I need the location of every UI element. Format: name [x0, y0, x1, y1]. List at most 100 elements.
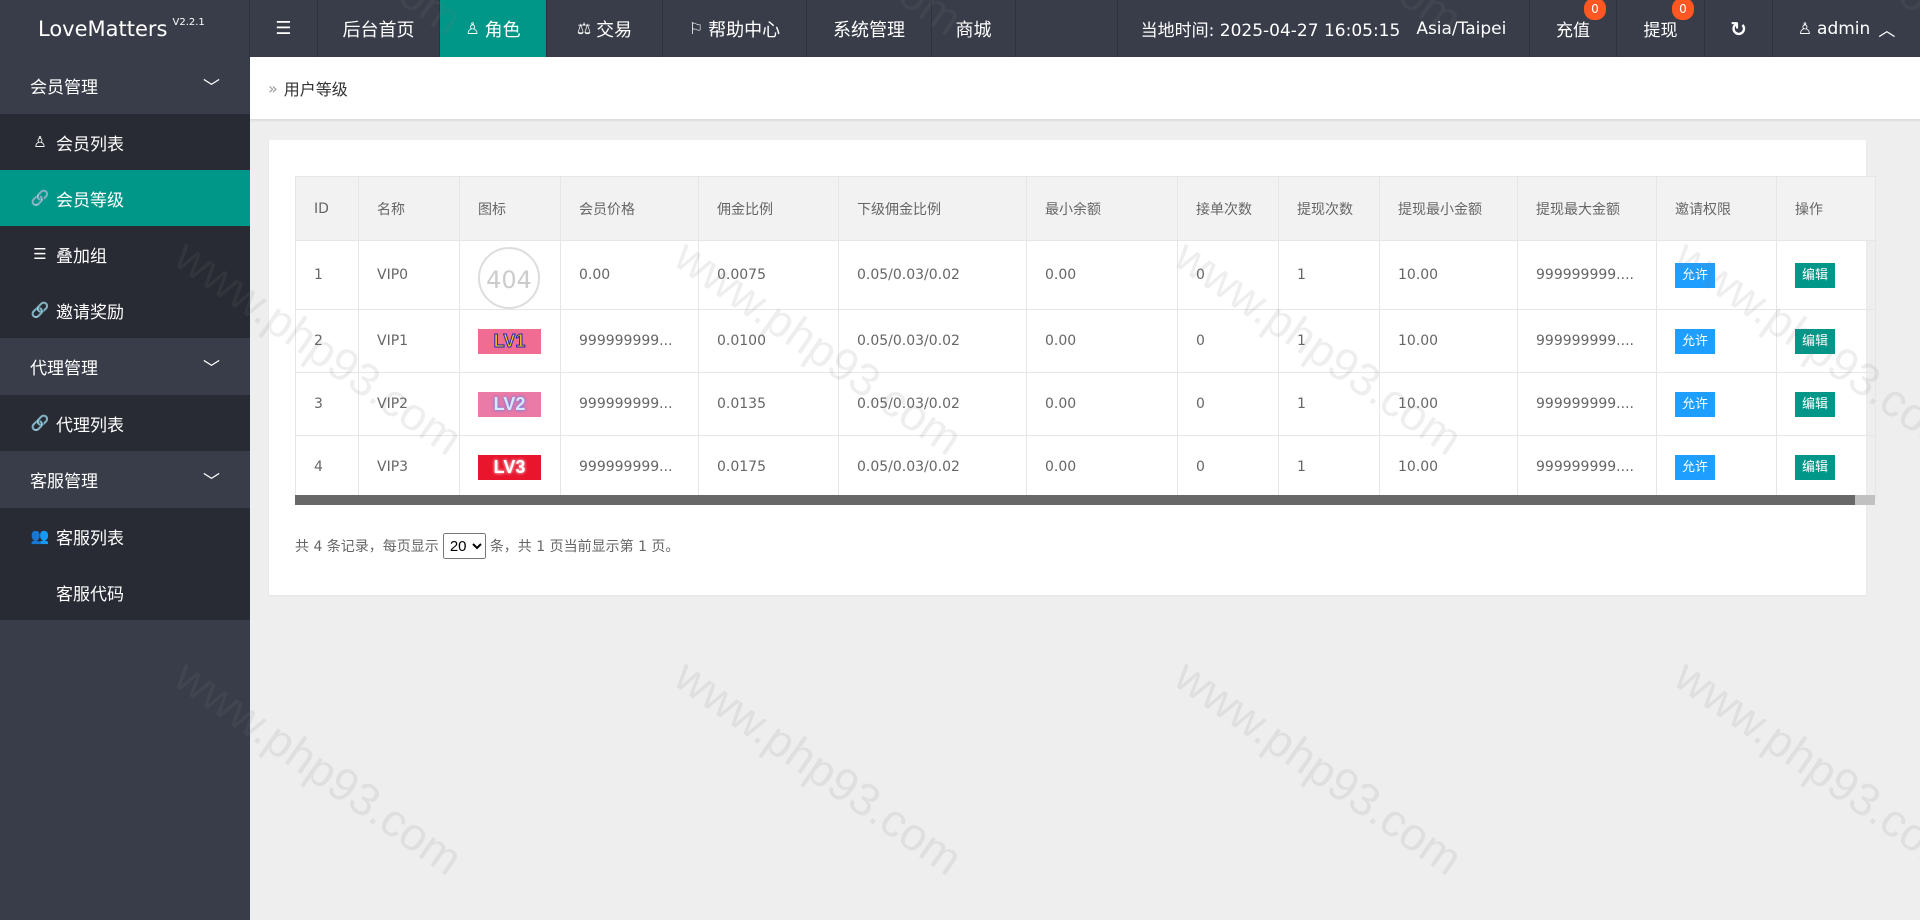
- column-header: 邀请权限: [1656, 176, 1777, 241]
- pagination: 共 4 条记录，每页显示 20 条，共 1 页当前显示第 1 页。: [295, 533, 679, 559]
- invite-allowed-badge[interactable]: 允许: [1675, 454, 1716, 480]
- cell-min_balance: 0.00: [1026, 372, 1178, 436]
- cell-price: 999999999...: [560, 309, 699, 373]
- local-time: 当地时间: 2025-04-27 16:05:15 Asia/Taipei: [1117, 0, 1530, 57]
- edit-button[interactable]: 编辑: [1795, 328, 1836, 354]
- invite-allowed-badge[interactable]: 允许: [1675, 262, 1716, 288]
- refresh-icon: ↻: [1730, 16, 1747, 41]
- cell-sub_rate: 0.05/0.03/0.02: [838, 240, 1027, 310]
- column-header: 提现最小金额: [1379, 176, 1518, 241]
- withdraw-button[interactable]: 提现 0: [1617, 0, 1705, 57]
- cell-orders: 0: [1177, 240, 1279, 310]
- watermark: www.php93.com: [1165, 648, 1472, 886]
- cell-orders: 0: [1177, 435, 1279, 499]
- cell-sub_rate: 0.05/0.03/0.02: [838, 372, 1027, 436]
- link-icon: 🔗: [30, 414, 50, 432]
- cell-withdraws: 1: [1278, 435, 1380, 499]
- edit-button[interactable]: 编辑: [1795, 454, 1836, 480]
- scrollbar-thumb[interactable]: [295, 495, 1855, 505]
- flag-icon: ⚐: [688, 19, 704, 38]
- cell-withdraws: 1: [1278, 372, 1380, 436]
- sidebar-item[interactable]: 🔗 代理列表: [0, 395, 250, 451]
- cell-withdraws: 1: [1278, 240, 1380, 310]
- level-icon-image: LV2: [478, 391, 541, 417]
- link-icon: 🔗: [30, 189, 50, 207]
- column-header: 会员价格: [560, 176, 699, 241]
- cell-wmax: 999999999....: [1517, 309, 1657, 373]
- menu-toggle-button[interactable]: ☰: [250, 0, 318, 57]
- column-header: 提现最大金额: [1517, 176, 1657, 241]
- user-icon: ♙: [465, 19, 480, 38]
- nav-tab-2[interactable]: ⚖ 交易: [547, 0, 663, 57]
- cell-id: 2: [295, 309, 359, 373]
- cell-withdraws: 1: [1278, 309, 1380, 373]
- recharge-button[interactable]: 充值 0: [1530, 0, 1617, 57]
- level-icon-image: LV1: [478, 328, 541, 354]
- level-table: ID 名称 图标 会员价格 佣金比例 下级佣金比例 最小余额 接单次数 提现次数 提现最小金额 提现…: [295, 176, 1876, 499]
- sidebar-group-0[interactable]: 会员管理 ﹀: [0, 57, 250, 114]
- sidebar-group-2[interactable]: 客服管理 ﹀: [0, 451, 250, 508]
- column-header: 最小余额: [1026, 176, 1178, 241]
- withdraw-badge: 0: [1672, 0, 1694, 20]
- invite-allowed-badge[interactable]: 允许: [1675, 391, 1716, 417]
- list-icon: ☰: [33, 245, 47, 263]
- column-header: 名称: [358, 176, 460, 241]
- table-row: 1 VIP0 404 0.00 0.0075 0.05/0.03/0.02 0.00 0 1 10…: [295, 240, 1876, 310]
- cell-orders: 0: [1177, 309, 1279, 373]
- edit-button[interactable]: 编辑: [1795, 262, 1836, 288]
- column-header: 下级佣金比例: [838, 176, 1027, 241]
- sidebar-item[interactable]: 客服代码: [0, 564, 250, 620]
- level-icon-image: LV3: [478, 454, 541, 480]
- user-icon: ♙: [33, 133, 47, 151]
- table-row: 2 VIP1 LV1 999999999... 0.0100 0.05/0.03/0.02…: [295, 309, 1876, 373]
- nav-tab-1[interactable]: ♙ 角色: [440, 0, 547, 57]
- cell-id: 4: [295, 435, 359, 499]
- edit-button[interactable]: 编辑: [1795, 391, 1836, 417]
- column-header: 提现次数: [1278, 176, 1380, 241]
- refresh-button[interactable]: ↻: [1705, 0, 1773, 57]
- user-icon: ♙: [1797, 19, 1813, 38]
- sidebar-item[interactable]: ☰ 叠加组: [0, 226, 250, 282]
- column-header: 佣金比例: [698, 176, 839, 241]
- nav-tab-0[interactable]: 后台首页: [318, 0, 440, 57]
- cell-sub_rate: 0.05/0.03/0.02: [838, 309, 1027, 373]
- horizontal-scrollbar[interactable]: [295, 495, 1875, 505]
- sidebar-group-1[interactable]: 代理管理 ﹀: [0, 338, 250, 395]
- sidebar-item[interactable]: ♙ 会员列表: [0, 114, 250, 170]
- page-size-select[interactable]: 20: [442, 533, 486, 559]
- column-header: 图标: [459, 176, 561, 241]
- sidebar-item[interactable]: 🔗 会员等级: [0, 170, 250, 226]
- user-menu[interactable]: ♙ admin ︿: [1773, 0, 1920, 57]
- nav-tab-3[interactable]: ⚐ 帮助中心: [663, 0, 807, 57]
- cell-wmax: 999999999....: [1517, 372, 1657, 436]
- cell-rate: 0.0100: [698, 309, 839, 373]
- cell-rate: 0.0135: [698, 372, 839, 436]
- scale-icon: ⚖: [576, 19, 592, 38]
- cell-price: 999999999...: [560, 372, 699, 436]
- link-icon: 🔗: [30, 301, 50, 319]
- sidebar-item[interactable]: 👥 客服列表: [0, 508, 250, 564]
- column-header: 操作: [1776, 176, 1876, 241]
- nav-tab-4[interactable]: 系统管理: [807, 0, 932, 57]
- cell-rate: 0.0075: [698, 240, 839, 310]
- watermark: www.php93.com: [1665, 648, 1920, 886]
- cell-orders: 0: [1177, 372, 1279, 436]
- nav-tab-5[interactable]: 商城: [932, 0, 1016, 57]
- sidebar: 会员管理 ﹀ ♙ 会员列表 🔗 会员等级 ☰ 叠加组 🔗 邀请奖励 代理管理 ﹀ 🔗 代理列表 客服管理 ﹀ 👥…: [0, 57, 250, 920]
- cell-wmax: 999999999....: [1517, 240, 1657, 310]
- cell-sub_rate: 0.05/0.03/0.02: [838, 435, 1027, 499]
- chevron-down-icon: ﹀: [203, 78, 220, 98]
- cell-name: VIP2: [358, 372, 460, 436]
- level-icon-image: 404: [478, 247, 540, 309]
- cell-price: 999999999...: [560, 435, 699, 499]
- chevron-up-icon: ︿: [1878, 21, 1896, 41]
- cell-id: 3: [295, 372, 359, 436]
- cell-name: VIP1: [358, 309, 460, 373]
- cell-name: VIP0: [358, 240, 460, 310]
- column-header: 接单次数: [1177, 176, 1279, 241]
- invite-allowed-badge[interactable]: 允许: [1675, 328, 1716, 354]
- version-label: V2.2.1: [172, 17, 205, 28]
- column-header: ID: [295, 176, 359, 241]
- sidebar-item[interactable]: 🔗 邀请奖励: [0, 282, 250, 338]
- cell-min_balance: 0.00: [1026, 435, 1178, 499]
